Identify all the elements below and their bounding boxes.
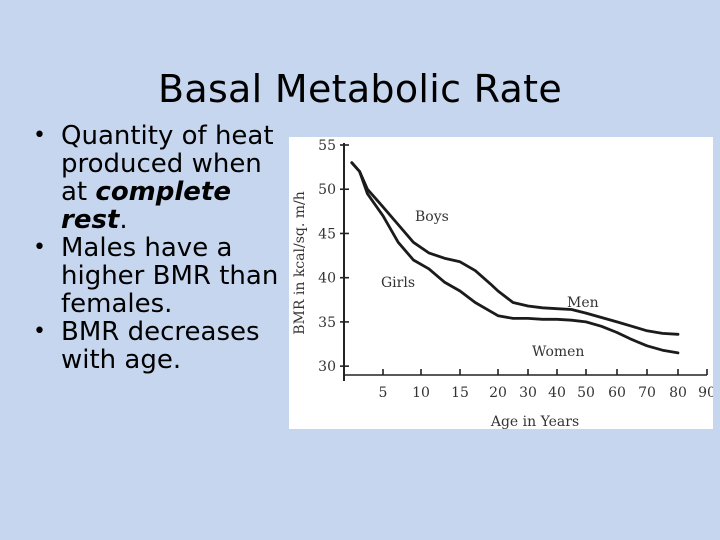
- y-axis-title: BMR in kcal/sq. m/h: [292, 191, 308, 334]
- bullet-dot-icon: •: [33, 319, 46, 344]
- x-tick-label: 70: [638, 385, 656, 401]
- bullet-dot-icon: •: [33, 123, 46, 148]
- slide-title-text: Basal Metabolic Rate: [157, 67, 563, 112]
- x-tick-label: 5: [379, 385, 388, 401]
- bullet-list: • Quantity of heat produced when at comp…: [28, 122, 293, 374]
- x-tick-label: 10: [412, 385, 430, 401]
- bullet-emphasis: complete rest: [61, 177, 231, 235]
- y-tick-label: 30: [318, 359, 336, 375]
- y-tick-label: 35: [318, 315, 336, 331]
- x-tick-label: 50: [577, 385, 595, 401]
- bullet-text: .: [119, 205, 128, 235]
- y-tick-label: 55: [318, 138, 336, 154]
- bullet-text: Males have a higher BMR than females.: [61, 233, 279, 319]
- x-tick-label: 15: [451, 385, 469, 401]
- x-tick-label: 80: [669, 385, 687, 401]
- y-tick-label: 45: [318, 226, 336, 242]
- x-tick-label: 20: [489, 385, 507, 401]
- label-boys: Boys: [415, 209, 449, 225]
- bullet-item: • Males have a higher BMR than females.: [28, 234, 293, 318]
- label-men: Men: [567, 295, 599, 311]
- x-axis-title: Age in Years: [490, 414, 579, 429]
- y-tick-label: 40: [318, 271, 336, 287]
- slide-title: Basal Metabolic Rate: [0, 67, 720, 111]
- x-tick-label: 40: [548, 385, 566, 401]
- x-tick-label: 90: [698, 385, 713, 401]
- bullet-item: • Quantity of heat produced when at comp…: [28, 122, 293, 234]
- series-line-girls-women: [350, 161, 680, 355]
- label-women: Women: [532, 344, 584, 360]
- bullet-item: • BMR decreases with age.: [28, 318, 293, 374]
- x-tick-label: 60: [608, 385, 626, 401]
- series-line-boys-men: [350, 161, 680, 336]
- bullet-dot-icon: •: [33, 235, 46, 260]
- bullet-text: BMR decreases with age.: [61, 317, 260, 375]
- bmr-chart-panel: 30 35 40 45 50 55 5 10 15 20 30 40 50 60 70 80 90 BMR in …: [289, 137, 716, 430]
- label-girls: Girls: [381, 275, 415, 291]
- y-tick-label: 50: [318, 182, 336, 198]
- x-tick-label: 30: [519, 385, 537, 401]
- bullet-text: Quantity of heat produced when at: [61, 121, 274, 207]
